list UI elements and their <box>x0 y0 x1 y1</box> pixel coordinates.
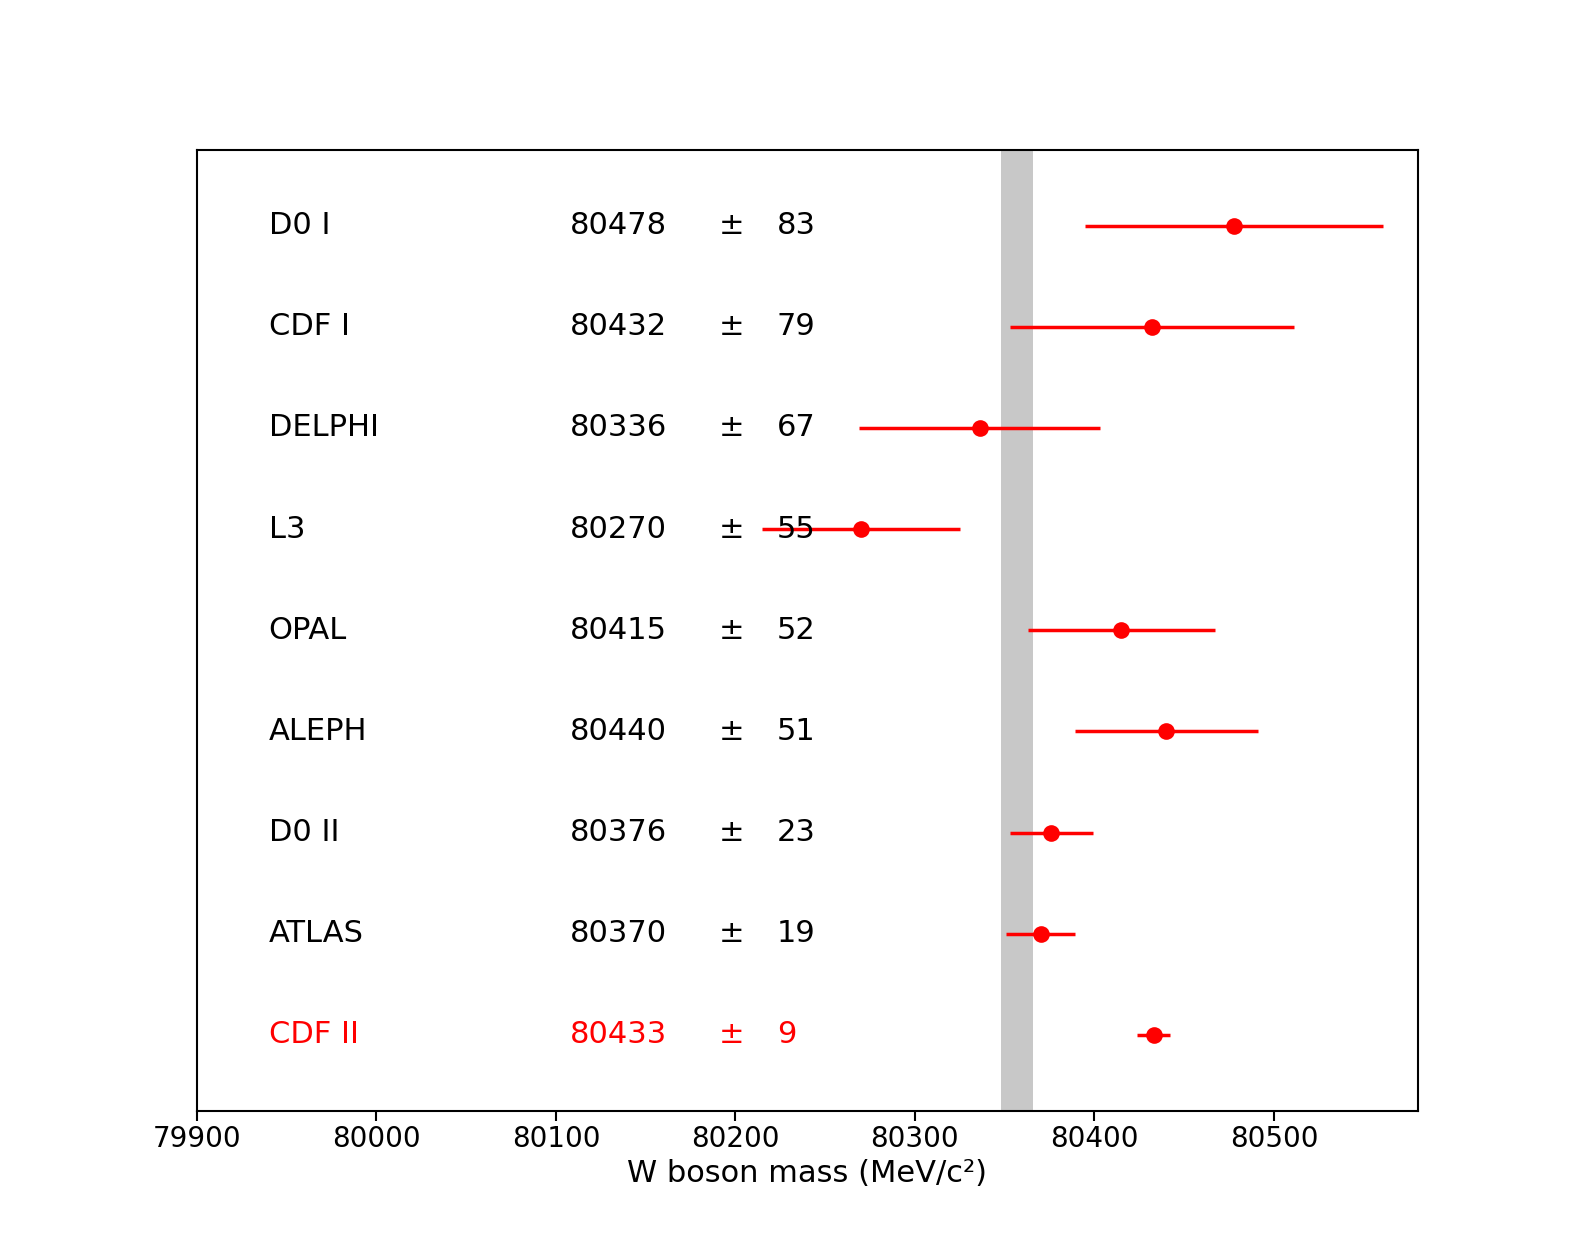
Text: ±: ± <box>718 1021 745 1050</box>
Text: ±: ± <box>718 211 745 240</box>
X-axis label: W boson mass (MeV/c²): W boson mass (MeV/c²) <box>627 1159 988 1188</box>
Text: 67: 67 <box>776 413 816 443</box>
Text: 80370: 80370 <box>570 920 668 948</box>
Text: 80376: 80376 <box>570 817 668 847</box>
Text: DELPHI: DELPHI <box>269 413 378 443</box>
Text: D0 II: D0 II <box>269 817 339 847</box>
Text: 19: 19 <box>776 920 816 948</box>
Text: ±: ± <box>718 920 745 948</box>
Text: 80415: 80415 <box>570 615 668 645</box>
Text: OPAL: OPAL <box>269 615 346 645</box>
Text: 9: 9 <box>776 1021 795 1050</box>
Text: ±: ± <box>718 615 745 645</box>
Text: 80440: 80440 <box>570 716 668 746</box>
Text: 55: 55 <box>776 514 816 544</box>
Text: 80478: 80478 <box>570 211 668 240</box>
Text: ±: ± <box>718 514 745 544</box>
Text: ±: ± <box>718 817 745 847</box>
Text: 80270: 80270 <box>570 514 668 544</box>
Text: 83: 83 <box>776 211 816 240</box>
Text: CDF I: CDF I <box>269 312 350 341</box>
Text: ATLAS: ATLAS <box>269 920 364 948</box>
Text: ±: ± <box>718 312 745 341</box>
Text: ±: ± <box>718 413 745 443</box>
Text: 51: 51 <box>776 716 816 746</box>
Text: 79: 79 <box>776 312 816 341</box>
Text: L3: L3 <box>269 514 306 544</box>
Text: 80432: 80432 <box>570 312 668 341</box>
Text: 80433: 80433 <box>570 1021 668 1050</box>
Text: CDF II: CDF II <box>269 1021 359 1050</box>
Text: 80336: 80336 <box>570 413 668 443</box>
Text: D0 I: D0 I <box>269 211 331 240</box>
Text: 23: 23 <box>776 817 816 847</box>
Text: 52: 52 <box>776 615 816 645</box>
Text: ±: ± <box>718 716 745 746</box>
Bar <box>1002 150 1033 1111</box>
Text: ALEPH: ALEPH <box>269 716 367 746</box>
